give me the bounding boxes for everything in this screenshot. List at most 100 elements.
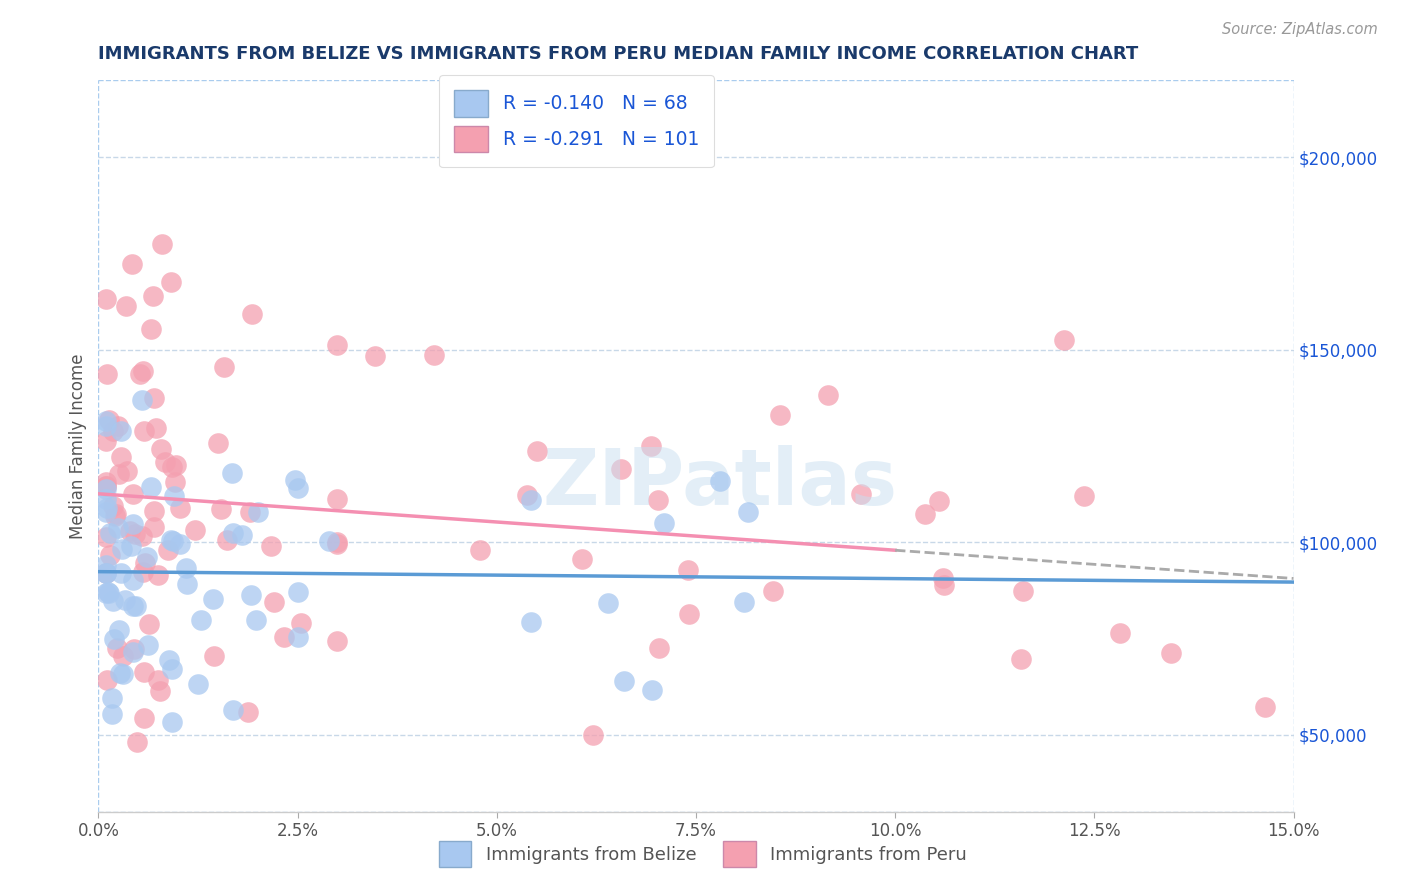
Point — [101, 594, 124, 608]
Point — [101, 499, 124, 513]
Point — [221, 466, 243, 480]
Point — [121, 645, 143, 659]
Point — [520, 493, 543, 508]
Point — [160, 459, 183, 474]
Point — [284, 473, 307, 487]
Y-axis label: Median Family Income: Median Family Income — [69, 353, 87, 539]
Point — [202, 649, 225, 664]
Point — [139, 480, 162, 494]
Point — [326, 338, 349, 352]
Point — [932, 571, 955, 585]
Point — [169, 537, 191, 551]
Point — [159, 533, 181, 548]
Point — [96, 566, 118, 580]
Point — [928, 494, 950, 508]
Point — [612, 673, 634, 688]
Point — [129, 367, 152, 381]
Text: ZIPatlas: ZIPatlas — [543, 444, 897, 521]
Point — [652, 516, 675, 530]
Point — [132, 424, 155, 438]
Point — [96, 475, 118, 490]
Point — [110, 450, 132, 465]
Point — [851, 486, 873, 500]
Point — [287, 585, 309, 599]
Point — [176, 577, 198, 591]
Point — [139, 322, 162, 336]
Point — [239, 505, 262, 519]
Point — [96, 505, 118, 519]
Point — [96, 673, 118, 687]
Point — [190, 613, 212, 627]
Point — [162, 534, 184, 549]
Point — [157, 653, 180, 667]
Point — [100, 707, 122, 722]
Point — [127, 735, 149, 749]
Point — [150, 442, 173, 457]
Point — [162, 489, 184, 503]
Point — [148, 684, 170, 698]
Point — [122, 573, 145, 587]
Point — [183, 523, 205, 537]
Point — [96, 434, 118, 448]
Point — [318, 533, 340, 548]
Point — [423, 348, 446, 362]
Point — [120, 539, 142, 553]
Point — [520, 615, 543, 630]
Point — [134, 711, 156, 725]
Point — [326, 535, 349, 549]
Point — [1108, 626, 1130, 640]
Point — [125, 599, 148, 613]
Point — [114, 593, 136, 607]
Point — [596, 596, 619, 610]
Point — [150, 236, 173, 251]
Point — [169, 501, 191, 516]
Point — [132, 565, 155, 579]
Point — [287, 630, 309, 644]
Point — [209, 501, 232, 516]
Point — [98, 549, 121, 563]
Point — [165, 475, 187, 490]
Point — [97, 585, 120, 599]
Point — [120, 524, 142, 539]
Point — [148, 673, 170, 688]
Point — [1052, 333, 1074, 347]
Point — [1011, 584, 1033, 599]
Point — [273, 630, 295, 644]
Point — [159, 275, 181, 289]
Point — [96, 491, 118, 506]
Point — [212, 359, 235, 374]
Point — [709, 474, 731, 488]
Point — [610, 462, 633, 476]
Point — [121, 487, 143, 501]
Text: Source: ZipAtlas.com: Source: ZipAtlas.com — [1222, 22, 1378, 37]
Point — [640, 439, 662, 453]
Point — [145, 421, 167, 435]
Point — [122, 599, 145, 613]
Point — [96, 530, 118, 544]
Point — [526, 444, 548, 458]
Point — [101, 691, 124, 706]
Point — [162, 662, 184, 676]
Point — [215, 533, 238, 547]
Point — [176, 561, 198, 575]
Point — [110, 425, 132, 439]
Point — [103, 632, 125, 646]
Point — [326, 634, 349, 648]
Point — [131, 529, 153, 543]
Point — [326, 491, 349, 506]
Point — [110, 566, 132, 581]
Point — [143, 504, 166, 518]
Point — [96, 566, 118, 580]
Point — [676, 563, 699, 577]
Point — [96, 292, 118, 306]
Point — [263, 595, 285, 609]
Point — [98, 526, 121, 541]
Legend: R = -0.140   N = 68, R = -0.291   N = 101: R = -0.140 N = 68, R = -0.291 N = 101 — [439, 75, 714, 168]
Point — [96, 414, 118, 428]
Point — [124, 526, 146, 541]
Point — [247, 505, 270, 519]
Point — [648, 640, 671, 655]
Point — [96, 482, 118, 496]
Point — [107, 418, 129, 433]
Point — [107, 521, 129, 535]
